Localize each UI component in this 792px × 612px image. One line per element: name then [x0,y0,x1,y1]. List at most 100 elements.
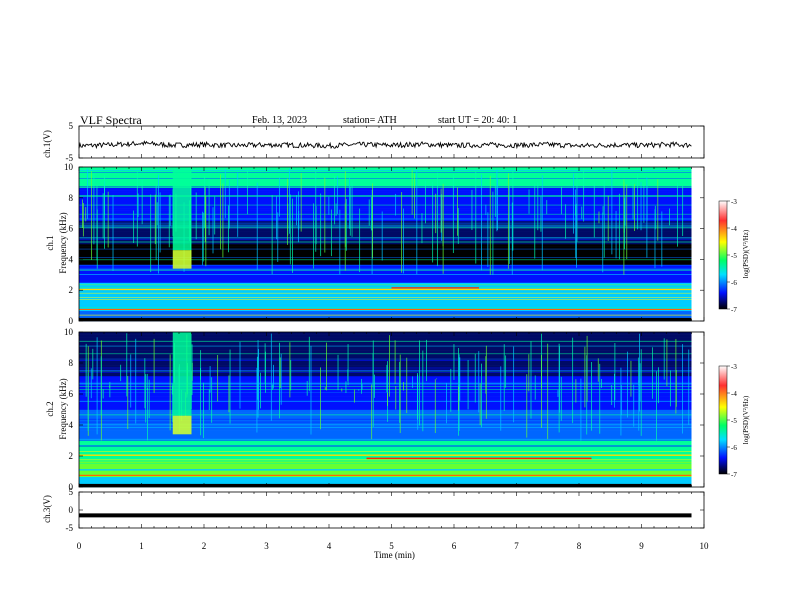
ch2-spectrogram-band [79,445,692,449]
ch1-spectrogram-band [79,272,692,276]
ch2-spectrogram-burst-core [172,415,192,435]
ch2-spectrogram-band [79,466,692,470]
ch3-waveform-frame [78,491,705,529]
ch2-spectrogram-band [79,334,692,338]
x-tick-label: 2 [202,541,207,551]
x-tick-label: 5 [389,541,394,551]
colorbar1-tick-label: -3 [731,198,737,206]
ch1-spectrogram-band [79,174,692,178]
ch1-spectrogram-band [79,256,692,260]
ch2-spectrogram-band [79,463,692,467]
ch1-spectrogram-band [79,246,692,250]
ch2-spectrogram-band [79,355,692,359]
ch2-spectrogram-band [79,406,692,410]
ch1-spectrogram-band [79,274,692,278]
ch2-spectrogram-band [79,360,692,364]
ch1-waveform-line [78,140,692,150]
x-tick-label: 0 [77,541,82,551]
ch2-spectrogram-band [79,443,692,446]
ch1-spectrogram-band [79,285,692,288]
ch2-spectrogram-ylabel-frequency: Frequency (kHz) [58,378,68,440]
ch1-spectrogram-band [79,290,692,294]
ch1-spectrogram-band [79,182,692,186]
x-tick-label: 6 [452,541,457,551]
ch2-spectrogram-band [79,347,692,351]
ch1-spectrogram-band [79,279,692,283]
ch1-spectrogram-ytick-label: 4 [69,254,74,264]
ch2-spectrogram-band [79,422,692,426]
ch2-spectrogram-band [79,409,692,413]
x-axis-label: Time (min) [374,550,415,560]
x-tick-label: 8 [577,541,582,551]
x-tick-label: 7 [514,541,519,551]
colorbar2-tick-label: -4 [731,390,737,398]
ch1-spectrogram-band [79,202,692,206]
ch2-spectrogram-band [79,471,692,475]
ch1-spectrogram-band [79,259,692,263]
ch1-spectrogram-band [79,190,692,193]
ch1-spectrogram-band [79,305,692,309]
ch2-spectrogram-ytick-label: 8 [69,358,74,368]
ch1-spectrogram-band [79,187,692,191]
date-label: Feb. 13, 2023 [252,115,307,126]
ch1-spectrogram-band [79,264,692,268]
ch2-spectrogram-band [79,332,692,335]
ch1-spectrogram-band [79,208,692,211]
ch1-spectrogram-band [79,277,692,281]
colorbar1-tick-label: -7 [731,306,737,314]
ch1-spectrogram-ytick-label: 2 [69,285,74,295]
ch2-spectrogram-band [79,440,692,444]
colorbar2-tick-label: -5 [731,417,737,425]
ch1-waveform-ytick-label: -5 [66,153,74,163]
x-tick-label: 10 [700,541,710,551]
colorbar1-tick-label: -4 [731,225,737,233]
ch1-spectrogram-band [79,167,692,170]
ch2-spectrogram-burst [172,332,192,416]
ch1-waveform-frame [78,125,705,159]
ch2-spectrogram-band [79,404,692,408]
ch1-spectrogram-ylabel-channel: ch.1 [45,235,55,251]
colorbar1-tick-label: -5 [731,252,737,260]
ch1-spectrogram-band [79,249,692,252]
ch1-spectrogram-band [79,315,692,319]
ch1-spectrogram-band [79,226,692,229]
ch2-spectrogram-band [79,479,692,483]
colorbar2-gradient [718,365,728,475]
ch2-spectrogram-ytick-label: 6 [69,389,74,399]
ch2-spectrogram-band [79,476,692,480]
ch1-spectrogram-band [79,233,692,237]
ch1-spectrogram-burst [172,167,192,251]
ch2-spectrogram-ytick-label: 2 [69,451,74,461]
x-tick-label: 1 [139,541,144,551]
ch1-spectrogram-band [79,231,692,235]
colorbar2-tick-label: -7 [731,471,737,479]
ch2-spectrogram-band [79,378,692,382]
ch1-spectrogram-band [79,282,692,286]
ch2-spectrogram-band [79,432,692,436]
ch1-spectrogram-band [79,172,692,175]
ch2-spectrogram-band [79,375,692,379]
ch2-spectrogram-band [79,388,692,392]
ch1-spectrogram-band [79,254,692,258]
ch2-spectrogram-band [79,381,692,384]
ch1-spectrogram-ytick-label: 10 [64,162,74,172]
colorbar1-gradient [718,200,728,310]
ch1-spectrogram-ytick-label: 0 [69,316,74,326]
ch2-spectrogram-band [79,391,692,395]
ch1-waveform-ylabel: ch.1(V) [42,130,52,158]
ch2-spectrogram-band [79,363,692,366]
ch1-spectrogram-band [79,220,692,224]
ch2-spectrogram-band [79,401,692,405]
ch2-spectrogram-band [79,461,692,465]
ch2-spectrogram-base-line [79,483,692,487]
ch2-spectrogram-band [79,350,692,353]
ch1-spectrogram-band [79,218,692,222]
colorbar2-tick-label: -6 [731,444,737,452]
ch2-spectrogram-ylabel-channel: ch.2 [45,401,55,417]
ch1-spectrogram-ytick-label: 8 [69,193,74,203]
ch2-spectrogram-band [79,419,692,423]
ch2-spectrogram-band [79,396,692,400]
ch2-spectrogram-band [79,412,692,415]
ch2-spectrogram-band [79,425,692,428]
ch1-spectrogram-band [79,228,692,232]
